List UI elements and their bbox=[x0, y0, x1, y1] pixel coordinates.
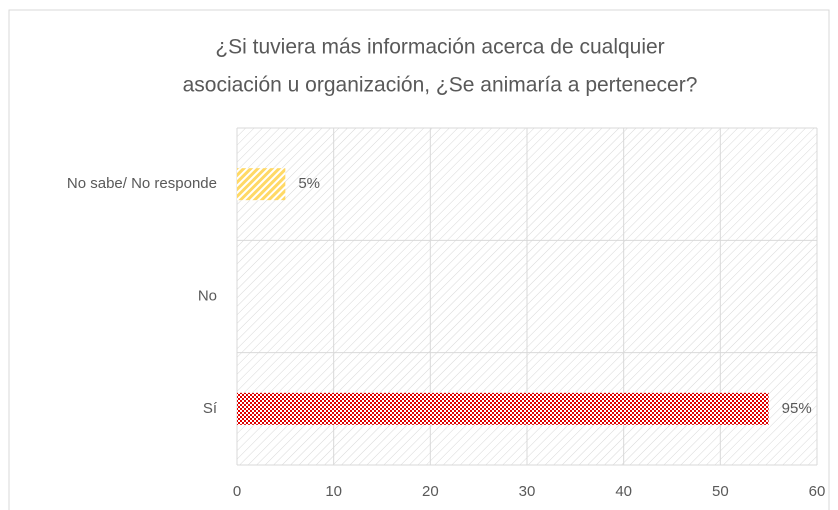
x-tick-label: 40 bbox=[615, 483, 632, 500]
bar bbox=[237, 392, 769, 425]
y-tick-label: Sí bbox=[203, 400, 218, 417]
data-label: 95% bbox=[782, 400, 812, 417]
x-tick-label: 30 bbox=[519, 483, 536, 500]
bar bbox=[237, 168, 286, 201]
x-tick-label: 10 bbox=[325, 483, 342, 500]
data-label: 5% bbox=[298, 175, 320, 192]
x-tick-label: 0 bbox=[233, 483, 241, 500]
y-tick-label: No sabe/ No responde bbox=[67, 175, 217, 192]
x-tick-label: 60 bbox=[809, 483, 826, 500]
y-tick-label: No bbox=[198, 287, 217, 304]
chart-title: ¿Si tuviera más información acerca de cu… bbox=[215, 36, 664, 59]
chart-title: asociación u organización, ¿Se animaría … bbox=[183, 74, 698, 97]
x-tick-label: 50 bbox=[712, 483, 729, 500]
x-tick-label: 20 bbox=[422, 483, 439, 500]
